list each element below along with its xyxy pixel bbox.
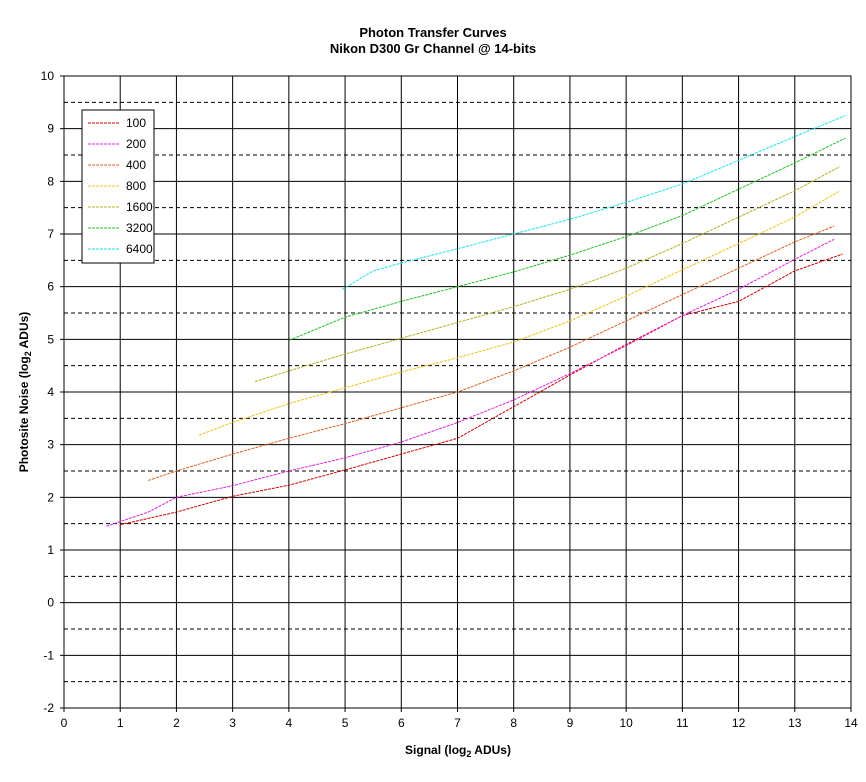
y-tick-label: -2 bbox=[43, 701, 54, 715]
legend-label-200: 200 bbox=[126, 137, 146, 151]
x-tick-label: 0 bbox=[61, 716, 68, 730]
y-tick-label: 2 bbox=[47, 490, 54, 504]
series-line-100 bbox=[120, 253, 843, 526]
legend-label-3200: 3200 bbox=[126, 221, 153, 235]
legend-label-100: 100 bbox=[126, 116, 146, 130]
y-tick-label: 10 bbox=[41, 69, 55, 83]
series-line-3200 bbox=[288, 137, 846, 341]
series-layer bbox=[106, 115, 846, 527]
series-line-1600 bbox=[254, 166, 841, 382]
legend-label-800: 800 bbox=[126, 179, 146, 193]
legend: 100 200 400 800 1600 3200 6400 bbox=[81, 109, 155, 264]
series-line-400 bbox=[148, 225, 835, 481]
x-tick-label: 5 bbox=[342, 716, 349, 730]
x-tick-label: 6 bbox=[398, 716, 405, 730]
y-tick-label: 4 bbox=[47, 385, 54, 399]
x-tick-label: 14 bbox=[844, 716, 858, 730]
x-tick-label: 11 bbox=[676, 716, 689, 730]
y-tick-label: -1 bbox=[43, 648, 54, 662]
chart-title: Photon Transfer Curves bbox=[359, 25, 506, 40]
y-tick-label: 3 bbox=[47, 438, 54, 452]
x-tick-label: 9 bbox=[567, 716, 574, 730]
y-tick-label: 0 bbox=[47, 596, 54, 610]
grid-layer bbox=[64, 76, 851, 708]
y-tick-label: 7 bbox=[47, 227, 54, 241]
x-tick-label: 7 bbox=[454, 716, 461, 730]
x-tick-label: 13 bbox=[788, 716, 802, 730]
y-axis-title: Photosite Noise (log2 ADUs) bbox=[17, 312, 33, 473]
legend-label-400: 400 bbox=[126, 158, 146, 172]
series-line-800 bbox=[198, 190, 841, 436]
y-tick-label: 5 bbox=[47, 332, 54, 346]
legend-label-6400: 6400 bbox=[126, 242, 153, 256]
x-tick-label: 8 bbox=[510, 716, 517, 730]
x-tick-label: 2 bbox=[173, 716, 180, 730]
y-tick-label: 8 bbox=[47, 174, 54, 188]
chart-subtitle: Nikon D300 Gr Channel @ 14-bits bbox=[330, 41, 536, 56]
x-tick-label: 1 bbox=[117, 716, 124, 730]
x-tick-label: 4 bbox=[286, 716, 293, 730]
series-line-6400 bbox=[342, 115, 846, 290]
y-tick-label: 9 bbox=[47, 122, 54, 136]
y-tick-label: 1 bbox=[47, 543, 54, 557]
y-tick-label: 6 bbox=[47, 280, 54, 294]
legend-label-1600: 1600 bbox=[126, 200, 153, 214]
series-line-200 bbox=[106, 238, 835, 527]
x-tick-label: 3 bbox=[229, 716, 236, 730]
x-tick-label: 10 bbox=[619, 716, 633, 730]
x-tick-label: 12 bbox=[732, 716, 746, 730]
x-axis-title: Signal (log2 ADUs) bbox=[405, 743, 511, 759]
